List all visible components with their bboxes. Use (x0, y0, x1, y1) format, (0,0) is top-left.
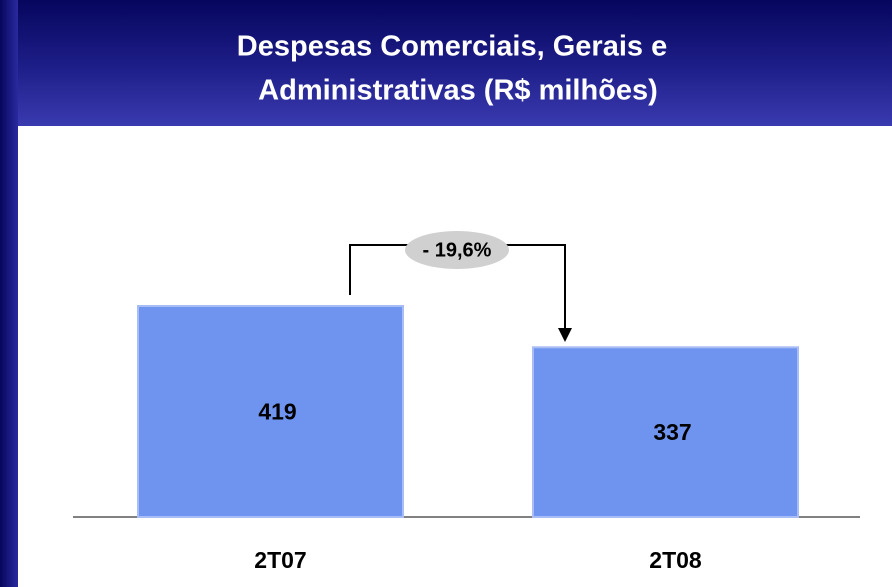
header (0, 0, 892, 126)
value-label: 337 (653, 419, 691, 445)
annotation: - 19,6% (423, 239, 492, 261)
side-strip (0, 0, 18, 587)
x-tick-label: 2T08 (649, 547, 702, 573)
bar (532, 346, 799, 518)
bar (137, 305, 404, 518)
arrow-head (558, 328, 572, 342)
chart-title: Despesas Comerciais, Gerais e (237, 31, 667, 63)
annotation-bubble (405, 231, 509, 269)
x-tick-label: 2T07 (254, 547, 306, 573)
chart-title: Administrativas (R$ milhões) (258, 75, 658, 107)
value-label: 419 (258, 399, 296, 425)
